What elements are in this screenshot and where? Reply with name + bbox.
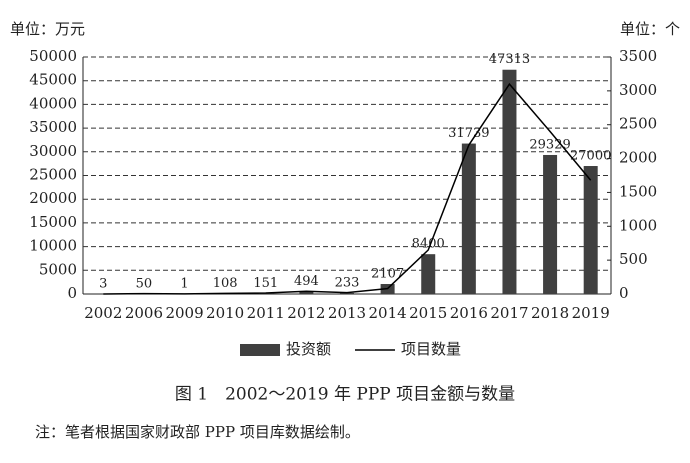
y-tick-label: 15000 [29,213,77,231]
data-label: 151 [253,276,278,291]
x-tick-label: 2018 [531,304,569,322]
x-tick-label: 2006 [125,304,163,322]
legend-label: 投资额 [286,340,331,358]
data-label: 3 [99,276,107,291]
legend-label: 项目数量 [401,340,461,358]
y-tick-label: 0 [67,284,77,302]
y2-tick-label: 3500 [619,47,657,65]
data-label: 27000 [570,149,611,164]
data-label: 494 [294,274,319,289]
y2-tick-label: 1000 [619,216,657,234]
x-tick-label: 2002 [84,304,122,322]
y-tick-label: 35000 [29,118,77,136]
bar [583,166,598,294]
data-label: 2107 [371,267,404,282]
data-label: 1 [180,276,188,291]
y2-tick-label: 1500 [619,182,657,200]
bar [421,254,436,294]
y-tick-label: 25000 [29,166,77,184]
y2-tick-label: 2000 [619,149,657,167]
x-tick-label: 2011 [247,304,285,322]
x-tick-label: 2014 [369,304,407,322]
y2-tick-label: 3000 [619,81,657,99]
y-tick-label: 5000 [39,260,77,278]
data-label: 47313 [489,52,530,67]
y-axis-label: 单位：万元 [10,20,85,38]
data-label: 108 [213,276,238,291]
data-label: 233 [335,275,360,290]
bar [502,69,517,294]
y2-axis-label: 单位：个 [620,20,680,38]
bar [461,143,476,294]
x-tick-label: 2012 [287,304,325,322]
x-tick-label: 2017 [490,304,528,322]
x-tick-label: 2010 [206,304,244,322]
x-tick-label: 2015 [409,304,447,322]
caption: 图 1 2002～2019 年 PPP 项目金额与数量 [175,385,515,405]
x-tick-label: 2019 [572,304,610,322]
y-tick-label: 20000 [29,189,77,207]
y-tick-label: 10000 [29,237,77,255]
y2-tick-label: 500 [619,250,648,268]
data-label: 29329 [529,137,570,152]
y-tick-label: 45000 [29,71,77,89]
y-tick-label: 50000 [29,47,77,65]
data-label: 31739 [448,126,489,141]
note: 注：笔者根据国家财政部 PPP 项目库数据绘制。 [35,423,360,441]
line [103,82,592,295]
y2-tick-label: 0 [619,284,629,302]
y-tick-label: 30000 [29,142,77,160]
x-tick-label: 2013 [328,304,366,322]
x-tick-label: 2009 [165,304,203,322]
data-label: 8400 [412,237,445,252]
y-tick-label: 40000 [29,94,77,112]
bar [340,292,354,294]
legend-swatch [240,344,280,356]
bar [543,154,558,294]
data-label: 50 [136,276,153,291]
bar [299,291,314,294]
y2-tick-label: 2500 [619,115,657,133]
x-tick-label: 2016 [450,304,488,322]
